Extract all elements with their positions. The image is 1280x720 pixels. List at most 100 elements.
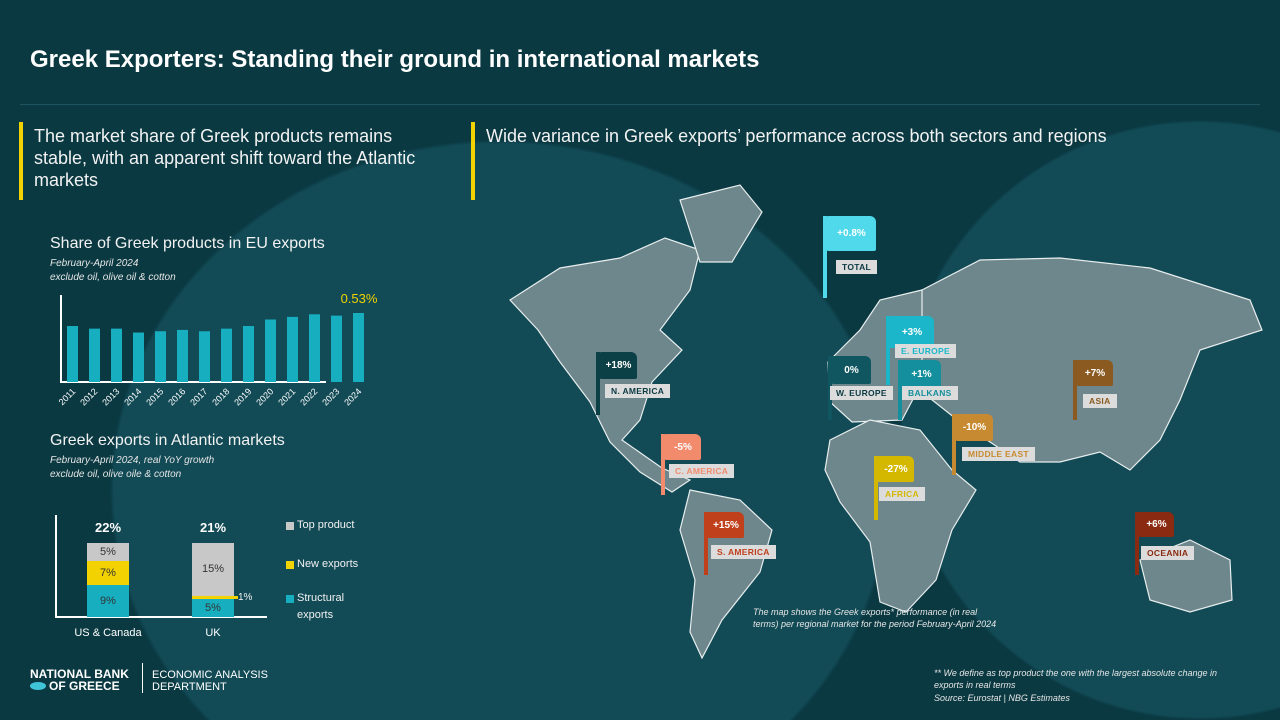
y-axis [55,515,57,618]
region-africa-label: AFRICA [879,487,925,501]
nbg-logo: NATIONAL BANK OF GREECE [30,668,129,692]
x-axis [55,616,267,618]
tick-label: 2011 [57,386,78,407]
map-africa [824,419,977,613]
region-middle-east-flag: -10% [956,414,993,441]
region-n-america-label: N. AMERICA [605,384,671,398]
total-label: 22% [94,520,122,535]
accent-bar [471,122,475,200]
region-oceania-flag: +6% [1139,512,1174,537]
logo-divider [142,663,143,693]
legend-swatch [286,522,294,530]
region-africa-flag: -27% [878,456,914,482]
bar-2016 [177,329,188,382]
region-w-europe-flag: 0% [832,356,871,384]
region-n-america-flag: +18% [600,352,637,379]
region-w-europe-label: W. EUROPE [830,386,893,400]
map-note: The map shows the Greek exports* perform… [753,607,997,629]
legend-swatch [286,561,294,569]
legend: Top product New exports Structural expor… [286,519,366,624]
tick-label: 2014 [122,386,143,407]
legend-label: New exports [297,558,359,570]
chart-title: Greek exports in Atlantic markets [50,432,285,449]
total-flag: +0.8% [827,216,876,251]
tick-label: 2022 [298,386,319,407]
segment-new-exports: 1% [192,592,252,603]
segment-structural-exports: 9% [87,585,129,617]
stacked-bar-1: 5% 1% 15% [192,543,252,617]
bar-2012 [89,328,100,382]
segment-new-exports: 7% [87,560,129,586]
flag-pole [886,316,890,385]
region-oceania-label: OCEANIA [1141,546,1195,560]
total-label: TOTAL [836,260,878,274]
region-asia-label: ASIA [1083,394,1117,408]
legend-label: Structural exports [297,592,345,621]
segment-top-product: 15% [192,543,234,596]
bar-2014 [133,332,144,382]
bar-2020 [265,319,276,382]
bar-2018 [221,328,232,382]
region-asia-flag: +7% [1077,360,1113,386]
map-greenland [679,184,763,263]
legend-label: Top product [297,519,355,531]
region-balkans-flag: +1% [902,360,941,388]
page-title: Greek Exporters: Standing their ground i… [30,46,760,73]
logo-text: NATIONAL BANK [30,667,129,681]
region-s-america-flag: +15% [708,512,744,538]
chart-subtitle: exclude oil, olive oile & cotton [50,469,182,480]
region-middle-east-label: MIDDLE EAST [962,447,1035,461]
tick-label: 2012 [78,386,99,407]
region-s-america-label: S. AMERICA [711,545,776,559]
bar-2024 [353,313,364,382]
legend-item: Top product [286,519,366,531]
bar-2022 [309,314,320,382]
segment-structural-exports: 5% [192,599,234,617]
tick-label: 2024 [342,386,363,407]
map-south-america [679,489,773,660]
left-headline: The market share of Greek products remai… [34,126,416,190]
right-headline: Wide variance in Greek exports’ performa… [486,126,1107,146]
legend-item: New exports [286,558,366,570]
dept-text: ECONOMIC ANALYSIS [152,669,268,681]
flag-pole [1073,360,1077,420]
legend-swatch [286,595,294,603]
region-e-europe-flag: +3% [890,316,934,348]
department: ECONOMIC ANALYSIS DEPARTMENT [152,669,268,693]
chart-subtitle: exclude oil, olive oil & cotton [50,272,176,283]
flag-pole [874,456,878,520]
tick-label: 2015 [144,386,165,407]
total-label: 21% [199,520,227,535]
chart-subtitle: February-April 2024, real YoY growth [50,455,215,466]
bar-2013 [111,328,122,382]
tick-label: 2013 [100,386,121,407]
bar-2017 [199,331,210,382]
chart-subtitle: February-April 2024 [50,258,139,269]
flag-pole [823,216,827,298]
segment-top-product: 5% [87,543,129,561]
flag-pole [596,352,600,415]
region-e-europe-label: E. EUROPE [895,344,956,358]
tick-label: 2017 [188,386,209,407]
footnote: ** We define as top product the one with… [934,668,1218,690]
region-c-america-flag: -5% [665,434,701,460]
bar-2015 [155,331,166,382]
logo-row: OF GREECE [30,680,129,692]
bar-2023 [331,315,342,382]
flag-pole [952,414,956,475]
bar-2021 [287,316,298,382]
bar-2011 [67,326,78,382]
flag-pole [661,434,665,495]
tick-label: 2023 [320,386,341,407]
flag-pole [898,360,902,420]
divider [20,104,1260,105]
source: Source: Eurostat | NBG Estimates [934,693,1070,703]
data-label: 0.53% [341,291,378,306]
bar-2019 [243,326,254,382]
tick-label: 2018 [210,386,231,407]
region-c-america-label: C. AMERICA [669,464,735,478]
tick-label: 2016 [166,386,187,407]
logo-text: OF GREECE [49,679,120,693]
accent-bar [19,122,23,200]
flag-pole [1135,512,1139,575]
